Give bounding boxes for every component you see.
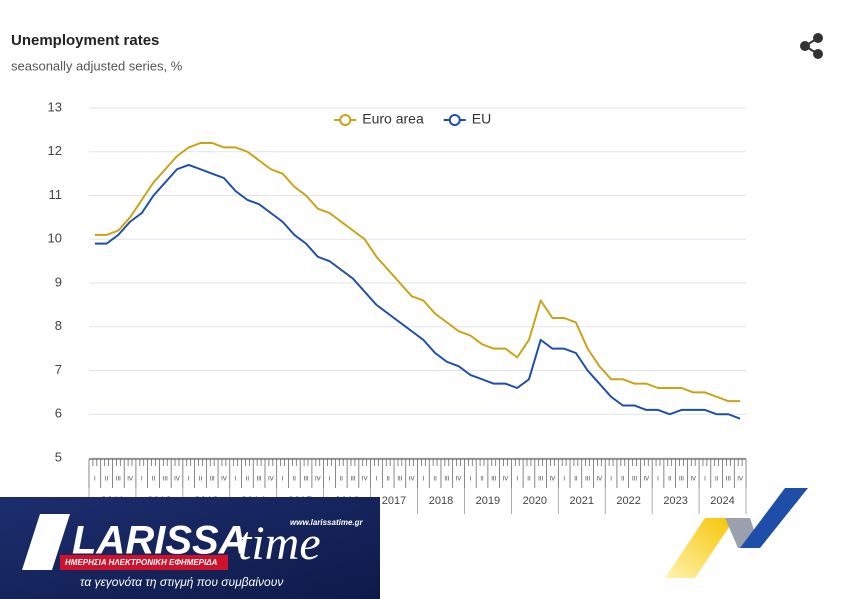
x-tick-label: I — [469, 477, 471, 483]
y-tick-label: 8 — [55, 318, 62, 333]
share-button[interactable] — [800, 33, 823, 59]
legend-marker — [448, 114, 461, 126]
y-tick-label: 5 — [55, 449, 62, 464]
x-tick-label: I — [516, 477, 518, 483]
series-line — [94, 142, 741, 403]
y-tick-label: 6 — [55, 406, 62, 421]
x-tick-label: IV — [268, 477, 274, 483]
x-tick-label: III — [444, 477, 449, 483]
x-tick-label: III — [257, 477, 262, 483]
x-tick-label: II — [246, 477, 250, 483]
x-tick-label: I — [423, 477, 425, 483]
x-tick-label: I — [704, 477, 706, 483]
x-tick-label: II — [715, 477, 719, 483]
x-tick-label: IV — [174, 477, 180, 483]
logo: LARISSA time www.larissatime.gr ΗΜΕΡΗΣΙΑ… — [0, 488, 808, 599]
year-label: 2018 — [429, 495, 453, 507]
x-tick-label: IV — [127, 477, 133, 483]
year-label: 2023 — [663, 495, 687, 507]
x-tick-label: III — [538, 477, 543, 483]
x-tick-label: IV — [737, 477, 743, 483]
year-label: 2017 — [382, 495, 406, 507]
x-tick-label: IV — [409, 477, 415, 483]
x-tick-label: II — [433, 477, 437, 483]
y-tick-label: 11 — [49, 187, 63, 202]
y-tick-label: 12 — [48, 143, 62, 158]
x-tick-label: III — [116, 477, 121, 483]
x-tick-label: III — [679, 477, 684, 483]
x-tick-label: II — [527, 477, 531, 483]
logo-brand2: time — [238, 517, 321, 570]
x-tick-label: IV — [221, 477, 227, 483]
x-tick-label: II — [480, 477, 484, 483]
x-tick-label: II — [386, 477, 390, 483]
x-tick-label: II — [621, 477, 625, 483]
y-tick-label: 13 — [48, 99, 62, 114]
legend-label: Euro area — [362, 111, 424, 127]
x-tick-label: I — [235, 477, 237, 483]
x-tick-label: I — [329, 477, 331, 483]
x-tick-label: II — [105, 477, 109, 483]
x-tick-label: III — [350, 477, 355, 483]
legend-label: EU — [472, 111, 491, 127]
logo-url: www.larissatime.gr — [290, 518, 364, 527]
x-tick-label: IV — [597, 477, 603, 483]
x-tick-label: IV — [550, 477, 556, 483]
logo-tagline: ΗΜΕΡΗΣΙΑ ΗΛΕΚΤΡΟΝΙΚΗ ΕΦΗΜΕΡΙΔΑ — [65, 558, 218, 567]
x-tick-label: II — [293, 477, 297, 483]
x-tick-label: I — [563, 477, 565, 483]
x-tick-label: IV — [643, 477, 649, 483]
y-tick-label: 7 — [55, 362, 62, 377]
legend-marker — [339, 114, 352, 126]
x-tick-label: II — [152, 477, 156, 483]
x-tick-label: III — [491, 477, 496, 483]
x-tick-label: IV — [362, 477, 368, 483]
x-tick-label: II — [574, 477, 578, 483]
x-tick-label: I — [657, 477, 659, 483]
logo-brand: LARISSA — [72, 519, 248, 563]
y-tick-label: 9 — [55, 274, 62, 289]
x-tick-label: I — [141, 477, 143, 483]
year-label: 2019 — [476, 495, 500, 507]
x-tick-label: IV — [503, 477, 509, 483]
x-tick-label: III — [304, 477, 309, 483]
y-tick-label: 10 — [48, 231, 62, 246]
series-line — [94, 163, 741, 420]
year-label: 2021 — [570, 495, 594, 507]
x-tick-label: I — [94, 477, 96, 483]
logo-motto: τα γεγονότα τη στιγμή που συμβαίνουν — [80, 575, 283, 589]
x-tick-label: III — [397, 477, 402, 483]
x-tick-label: I — [376, 477, 378, 483]
chart-title: Unemployment rates — [11, 32, 159, 49]
x-tick-label: I — [610, 477, 612, 483]
x-tick-label: II — [340, 477, 344, 483]
x-tick-label: II — [199, 477, 203, 483]
x-tick-label: I — [188, 477, 190, 483]
chart-subtitle: seasonally adjusted series, % — [11, 58, 183, 73]
x-tick-label: III — [632, 477, 637, 483]
year-label: 2024 — [710, 495, 734, 507]
x-tick-label: IV — [690, 477, 696, 483]
x-tick-label: II — [668, 477, 672, 483]
year-label: 2022 — [616, 495, 640, 507]
x-tick-label: III — [163, 477, 168, 483]
x-tick-label: IV — [315, 477, 321, 483]
x-tick-label: III — [585, 477, 590, 483]
x-tick-label: IV — [456, 477, 462, 483]
x-tick-label: I — [282, 477, 284, 483]
x-tick-label: III — [726, 477, 731, 483]
year-label: 2020 — [523, 495, 547, 507]
x-tick-label: III — [210, 477, 215, 483]
